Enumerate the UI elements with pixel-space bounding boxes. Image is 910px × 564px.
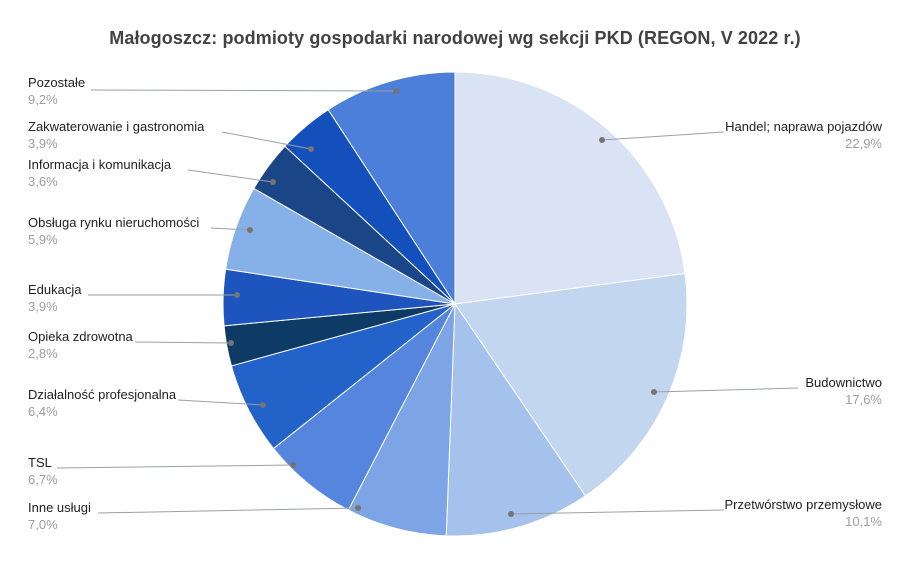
callout-line-11 bbox=[90, 89, 397, 92]
callout-line-1 bbox=[653, 387, 799, 393]
slice-label-2: Przetwórstwo przemysłowe bbox=[724, 497, 883, 512]
callout-6: Opieka zdrowotna 2,8% bbox=[28, 328, 133, 362]
callout-dot-6 bbox=[228, 340, 234, 346]
slice-label-0: Handel; naprawa pojazdów bbox=[725, 119, 882, 134]
slice-percent-6: 2,8% bbox=[28, 346, 58, 361]
callout-3: Inne usługi 7,0% bbox=[28, 499, 91, 533]
pie-slice-0[interactable] bbox=[454, 71, 686, 305]
slice-percent-8: 5,9% bbox=[28, 232, 58, 247]
callout-8: Obsługa rynku nieruchomości 5,9% bbox=[28, 214, 199, 248]
callout-11: Pozostałe 9,2% bbox=[28, 74, 85, 108]
slice-label-11: Pozostałe bbox=[28, 75, 86, 90]
slice-label-1: Budownictwo bbox=[805, 375, 882, 390]
callout-line-0 bbox=[601, 131, 725, 141]
callout-line-3 bbox=[97, 507, 359, 514]
slice-label-5: Działalność profesjonalna bbox=[28, 387, 177, 402]
callout-line-2 bbox=[510, 509, 725, 515]
callout-0: Handel; naprawa pojazdów 22,9% bbox=[725, 118, 882, 152]
slice-percent-9: 3,6% bbox=[28, 174, 58, 189]
slice-percent-5: 6,4% bbox=[28, 404, 58, 419]
callout-dot-0 bbox=[599, 137, 605, 143]
slice-percent-2: 10,1% bbox=[845, 514, 882, 529]
callout-9: Informacja i komunikacja 3,6% bbox=[28, 156, 171, 190]
callout-7: Edukacja 3,9% bbox=[28, 281, 81, 315]
callout-line-5 bbox=[177, 399, 264, 406]
pie-slice-1[interactable] bbox=[454, 272, 688, 497]
slice-percent-3: 7,0% bbox=[28, 517, 58, 532]
slice-label-8: Obsługa rynku nieruchomości bbox=[28, 215, 200, 230]
slice-percent-1: 17,6% bbox=[845, 392, 882, 407]
slice-label-9: Informacja i komunikacja bbox=[28, 157, 172, 172]
slice-percent-7: 3,9% bbox=[28, 299, 58, 314]
callout-dot-8 bbox=[247, 227, 253, 233]
callout-dot-5 bbox=[260, 402, 266, 408]
callout-line-8 bbox=[210, 227, 251, 231]
callout-4: TSL 6,7% bbox=[28, 454, 58, 488]
slice-percent-11: 9,2% bbox=[28, 92, 58, 107]
callout-10: Zakwaterowanie i gastronomia 3,9% bbox=[28, 118, 204, 152]
slice-label-6: Opieka zdrowotna bbox=[28, 329, 133, 344]
callout-dot-3 bbox=[355, 505, 361, 511]
callout-1: Budownictwo 17,6% bbox=[805, 374, 882, 408]
callout-dot-4 bbox=[290, 462, 296, 468]
callout-dot-7 bbox=[234, 292, 240, 298]
pie-slice-11[interactable] bbox=[327, 71, 456, 306]
slice-percent-4: 6,7% bbox=[28, 472, 58, 487]
callout-line-6 bbox=[134, 341, 232, 344]
callout-5: Działalność profesjonalna 6,4% bbox=[28, 386, 176, 420]
callout-dot-9 bbox=[270, 179, 276, 185]
pie-slice-3[interactable] bbox=[347, 303, 456, 537]
callout-dot-2 bbox=[508, 511, 514, 517]
callout-2: Przetwórstwo przemysłowe 10,1% bbox=[725, 496, 883, 530]
pie-slice-2[interactable] bbox=[445, 302, 587, 537]
callout-dot-11 bbox=[393, 88, 399, 94]
callout-line-10 bbox=[221, 131, 312, 150]
slice-label-4: TSL bbox=[28, 455, 52, 470]
slice-percent-10: 3,9% bbox=[28, 136, 58, 151]
slice-label-3: Inne usługi bbox=[28, 500, 91, 515]
callout-dot-1 bbox=[651, 389, 657, 395]
slice-label-10: Zakwaterowanie i gastronomia bbox=[28, 119, 205, 134]
callout-line-9 bbox=[187, 169, 274, 183]
callout-dot-10 bbox=[308, 146, 314, 152]
callout-line-4 bbox=[56, 464, 294, 469]
slice-percent-0: 22,9% bbox=[845, 136, 882, 151]
slice-label-7: Edukacja bbox=[28, 282, 82, 297]
chart-title: Małogoszcz: podmioty gospodarki narodowe… bbox=[109, 28, 801, 48]
